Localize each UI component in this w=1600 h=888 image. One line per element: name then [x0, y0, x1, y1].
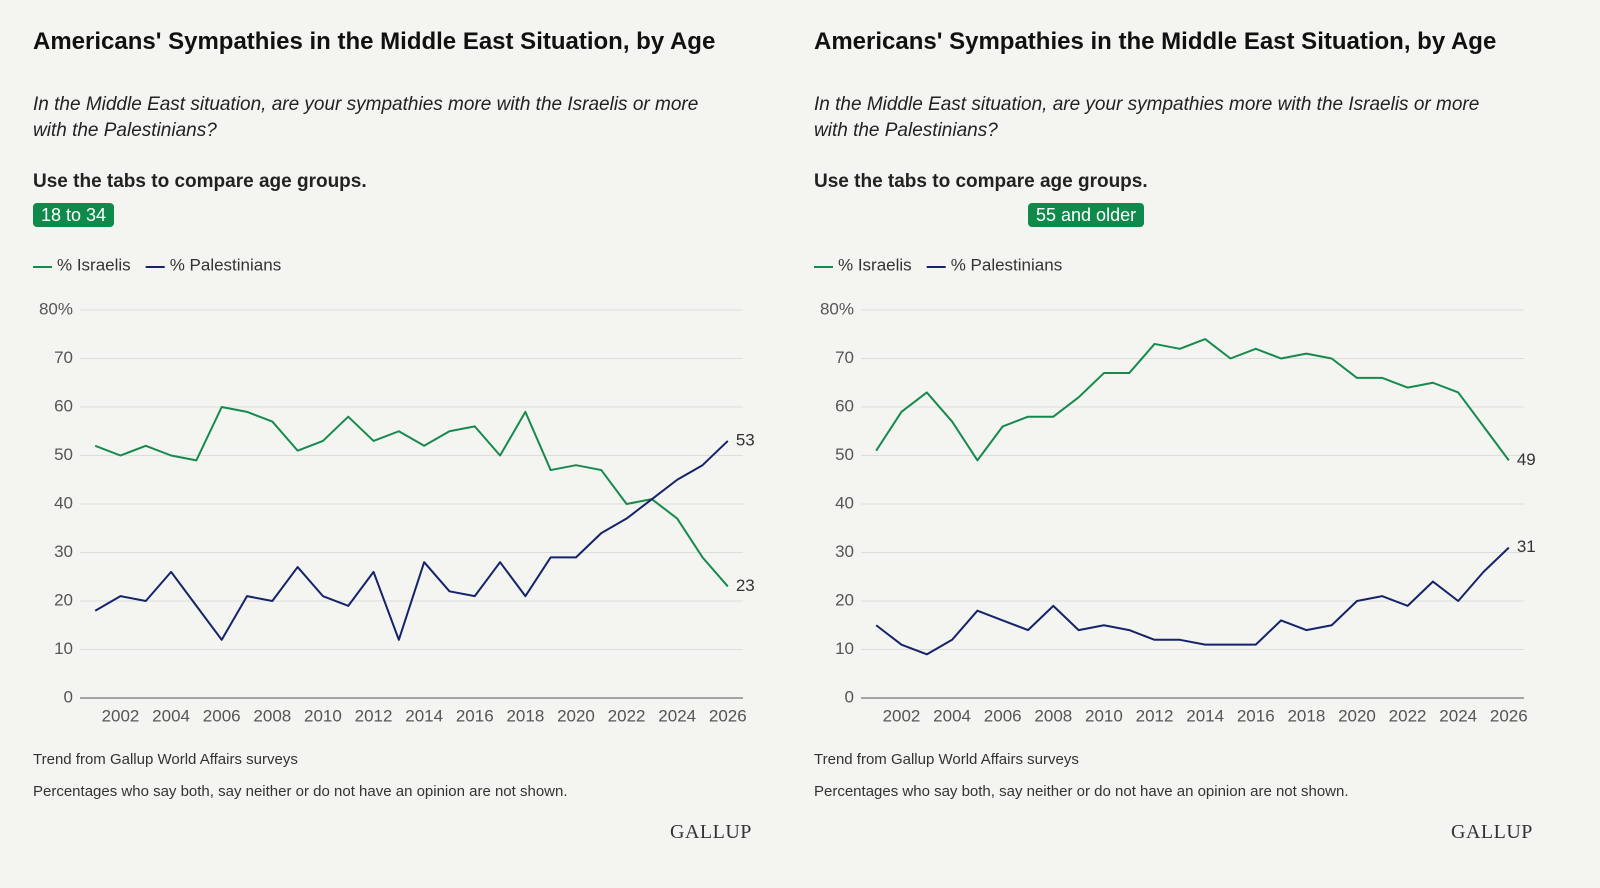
series-line: [94, 440, 729, 641]
x-tick-label: 2022: [608, 706, 646, 725]
plot: % Israelis % Palestinians 0 10 20 30 40 50 60 70 8…: [33, 255, 755, 725]
x-tick-label: 2010: [1085, 706, 1123, 725]
brand-logo: GALLUP: [670, 821, 752, 843]
x-tick-label: 2020: [557, 706, 595, 725]
instruction: Use the tabs to compare age groups.: [814, 171, 1148, 192]
end-value-label: 23: [736, 576, 755, 595]
x-tick-label: 2024: [658, 706, 696, 725]
legend-label: % Israelis: [57, 255, 131, 274]
x-tick-label: 2002: [883, 706, 921, 725]
y-tick-label: 70: [54, 348, 73, 367]
chart-title: Americans' Sympathies in the Middle East…: [814, 28, 1497, 55]
series-line: [875, 338, 1510, 462]
x-tick-label: 2008: [1034, 706, 1072, 725]
y-tick-label: 20: [54, 590, 73, 609]
age-tab: 18 to 34: [33, 203, 115, 227]
y-tick-label: 20: [835, 590, 854, 609]
y-tick-label: 70: [835, 348, 854, 367]
x-tick-label: 2018: [1287, 706, 1325, 725]
x-tick-label: 2016: [456, 706, 494, 725]
chart-title: Americans' Sympathies in the Middle East…: [33, 28, 716, 55]
x-tick-label: 2016: [1237, 706, 1275, 725]
footnote: Trend from Gallup World Affairs surveys: [814, 751, 1079, 768]
y-tick-label: 80%: [39, 299, 73, 318]
x-tick-label: 2010: [304, 706, 342, 725]
age-tab: 55 and older: [1028, 203, 1145, 227]
y-tick-label: 60: [54, 396, 73, 415]
y-tick-label: 10: [835, 639, 854, 658]
plot: % Israelis % Palestinians 0 10 20 30 40 50 60 70 8…: [814, 255, 1536, 725]
series-line: [875, 546, 1510, 656]
x-tick-label: 2026: [709, 706, 747, 725]
y-tick-label: 30: [54, 542, 73, 561]
x-tick-label: 2014: [405, 706, 443, 725]
y-tick-label: 10: [54, 639, 73, 658]
y-tick-label: 80%: [820, 299, 854, 318]
legend-label: % Palestinians: [170, 255, 282, 274]
y-tick-label: 50: [835, 445, 854, 464]
end-value-label: 31: [1517, 537, 1536, 556]
chart-subtitle: In the Middle East situation, are your s…: [814, 94, 1480, 141]
x-tick-label: 2014: [1186, 706, 1224, 725]
footnote: Percentages who say both, say neither or…: [814, 783, 1349, 800]
chart-panel: Americans' Sympathies in the Middle East…: [0, 0, 780, 888]
end-value-label: 49: [1517, 450, 1536, 469]
chart-subtitle: In the Middle East situation, are your s…: [33, 94, 699, 141]
y-tick-label: 60: [835, 396, 854, 415]
brand-logo: GALLUP: [1451, 821, 1533, 843]
x-tick-label: 2004: [152, 706, 190, 725]
x-tick-label: 2008: [253, 706, 291, 725]
footnote: Trend from Gallup World Affairs surveys: [33, 751, 298, 768]
chart-panel: Americans' Sympathies in the Middle East…: [781, 0, 1561, 888]
instruction: Use the tabs to compare age groups.: [33, 171, 367, 192]
x-tick-label: 2012: [355, 706, 393, 725]
x-tick-label: 2006: [984, 706, 1022, 725]
x-tick-label: 2004: [933, 706, 971, 725]
footnote: Percentages who say both, say neither or…: [33, 783, 568, 800]
x-tick-label: 2002: [102, 706, 140, 725]
x-tick-label: 2022: [1389, 706, 1427, 725]
y-tick-label: 40: [54, 493, 73, 512]
x-tick-label: 2026: [1490, 706, 1528, 725]
y-tick-label: 0: [64, 687, 73, 706]
end-value-label: 53: [736, 430, 755, 449]
x-tick-label: 2006: [203, 706, 241, 725]
legend-label: % Israelis: [838, 255, 912, 274]
x-tick-label: 2018: [506, 706, 544, 725]
y-tick-label: 40: [835, 493, 854, 512]
y-tick-label: 0: [845, 687, 854, 706]
y-tick-label: 30: [835, 542, 854, 561]
series-line: [94, 406, 729, 588]
x-tick-label: 2024: [1439, 706, 1477, 725]
x-tick-label: 2012: [1136, 706, 1174, 725]
legend-label: % Palestinians: [951, 255, 1063, 274]
y-tick-label: 50: [54, 445, 73, 464]
x-tick-label: 2020: [1338, 706, 1376, 725]
